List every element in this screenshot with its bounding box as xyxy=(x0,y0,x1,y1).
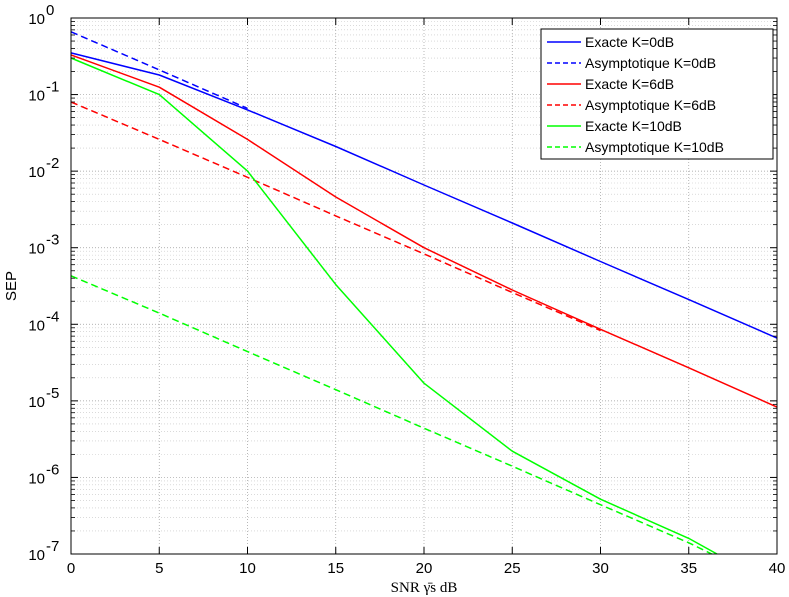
y-tick-label: 10 xyxy=(28,11,45,28)
y-tick-label-exponent: -2 xyxy=(46,155,59,172)
y-tick-label: 10 xyxy=(28,470,45,487)
legend-label: Asymptotique K=0dB xyxy=(585,55,716,71)
x-tick-label: 5 xyxy=(155,560,163,577)
x-tick-label: 30 xyxy=(592,560,609,577)
y-tick-label: 10 xyxy=(28,394,45,411)
x-tick-label: 10 xyxy=(239,560,256,577)
series-line xyxy=(70,57,718,555)
series-line xyxy=(70,31,248,110)
y-tick-label-exponent: -6 xyxy=(46,461,59,478)
axis-ticks xyxy=(70,17,778,555)
series-lines xyxy=(70,31,778,555)
legend-label: Asymptotique K=10dB xyxy=(585,139,724,155)
y-axis-title: SEP xyxy=(3,271,20,301)
series-line xyxy=(70,52,778,339)
y-tick-label: 10 xyxy=(28,547,45,564)
x-axis-title: SNR γ̄s dB xyxy=(391,580,458,596)
y-tick-label-exponent: -1 xyxy=(46,79,59,96)
legend: Exacte K=0dB Asymptotique K=0dB Exacte K=6… xyxy=(540,28,774,160)
x-tick-label: 35 xyxy=(680,560,697,577)
series-line xyxy=(70,101,601,332)
x-tick-label: 40 xyxy=(769,560,786,577)
x-tick-label: 20 xyxy=(416,560,433,577)
y-tick-label: 10 xyxy=(28,164,45,181)
legend-label: Exacte K=6dB xyxy=(585,76,674,92)
y-tick-label-exponent: -4 xyxy=(46,308,59,325)
series-line xyxy=(70,54,778,408)
y-tick-label: 10 xyxy=(28,241,45,258)
y-tick-label-exponent: 0 xyxy=(46,2,54,19)
y-tick-label-exponent: -5 xyxy=(46,385,59,402)
series-line xyxy=(70,275,713,555)
legend-label: Exacte K=0dB xyxy=(585,34,674,50)
y-tick-label-exponent: -7 xyxy=(46,538,59,555)
legend-label: Asymptotique K=6dB xyxy=(585,97,716,113)
x-tick-label: 0 xyxy=(67,560,75,577)
y-tick-label-exponent: -3 xyxy=(46,232,59,249)
legend-box xyxy=(540,28,774,160)
x-tick-label: 15 xyxy=(327,560,344,577)
legend-label: Exacte K=10dB xyxy=(585,118,682,134)
x-tick-label: 25 xyxy=(504,560,521,577)
y-tick-label: 10 xyxy=(28,317,45,334)
y-tick-label: 10 xyxy=(28,88,45,105)
